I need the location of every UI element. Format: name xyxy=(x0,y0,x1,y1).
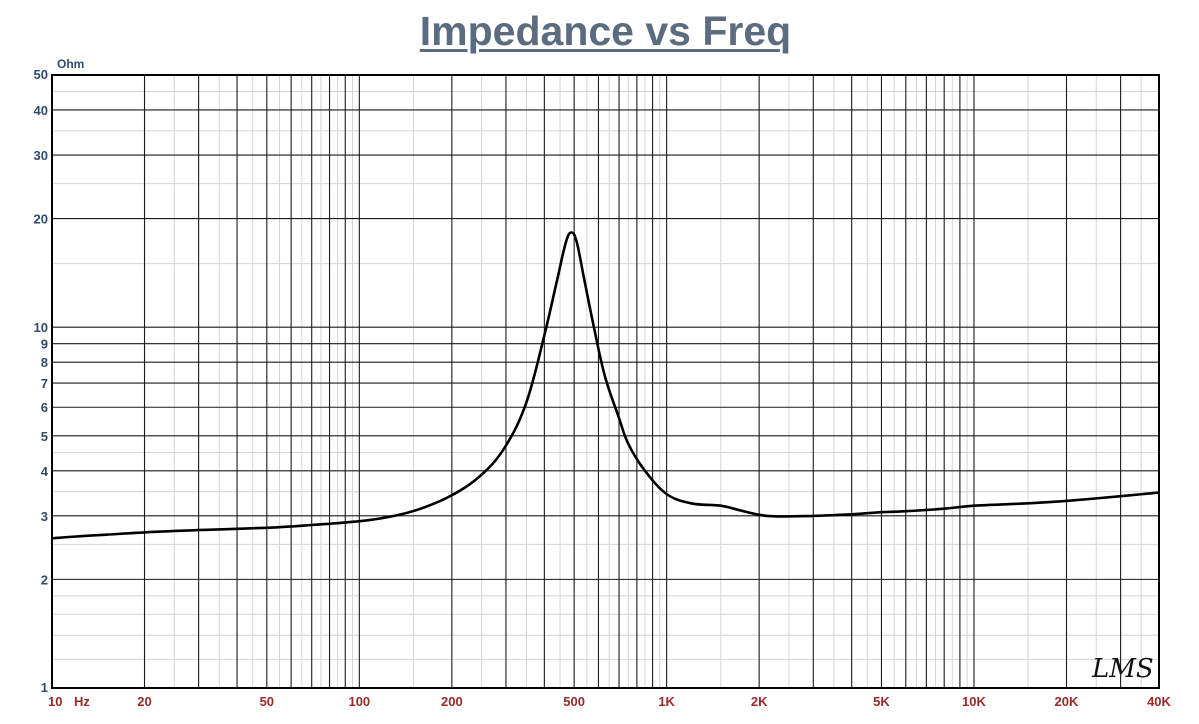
y-tick-label: 20 xyxy=(34,212,48,227)
x-tick-label: 100 xyxy=(348,694,370,709)
y-tick-label: 2 xyxy=(41,572,48,587)
x-tick-label: 200 xyxy=(441,694,463,709)
x-tick-label: 50 xyxy=(260,694,274,709)
x-tick-label: 10 xyxy=(48,694,62,709)
y-tick-label: 10 xyxy=(34,320,48,335)
y-tick-label: 8 xyxy=(41,355,48,370)
y-tick-label: 50 xyxy=(34,67,48,82)
y-tick-label: 9 xyxy=(41,337,48,352)
y-axis-unit: Ohm xyxy=(57,57,84,71)
x-tick-label: 1K xyxy=(658,694,675,709)
plot-frame xyxy=(51,74,1160,689)
x-tick-label: 20K xyxy=(1055,694,1079,709)
major-grid xyxy=(52,75,1159,688)
x-tick-label: 40K xyxy=(1147,694,1171,709)
y-tick-label: 30 xyxy=(34,148,48,163)
y-tick-label: 3 xyxy=(41,509,48,524)
y-tick-label: 1 xyxy=(41,680,48,695)
y-tick-label: 6 xyxy=(41,400,48,415)
x-axis-labels: 10 20 50 100 200 500 1K 2K 5K 10K 20K 40K xyxy=(48,694,1172,709)
y-tick-label: 5 xyxy=(41,429,48,444)
x-axis-unit: Hz xyxy=(74,694,90,709)
lms-logo: LMS xyxy=(1091,654,1154,684)
y-tick-label: 40 xyxy=(34,103,48,118)
x-tick-label: 2K xyxy=(751,694,768,709)
y-tick-label: 7 xyxy=(41,376,48,391)
chart-title: Impedance vs Freq xyxy=(419,8,792,54)
x-tick-label: 5K xyxy=(873,694,890,709)
x-tick-label: 20 xyxy=(137,694,151,709)
y-axis-labels: 1 2 3 4 5 6 7 8 9 10 20 30 40 50 xyxy=(34,67,49,695)
x-tick-label: 10K xyxy=(962,694,986,709)
impedance-curve xyxy=(51,231,1160,540)
x-tick-label: 500 xyxy=(563,694,585,709)
y-tick-label: 4 xyxy=(41,464,49,479)
